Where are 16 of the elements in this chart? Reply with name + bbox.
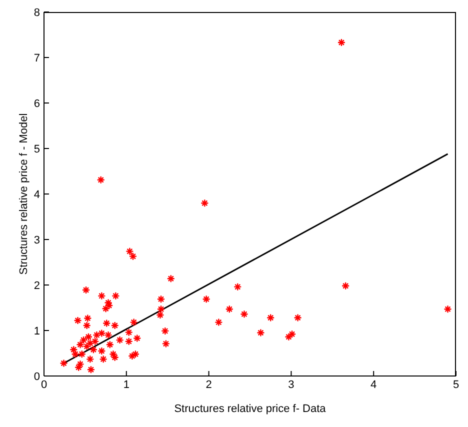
y-tick-label: 2 xyxy=(34,280,40,292)
x-tick-label: 1 xyxy=(123,378,130,391)
y-tick-label: 3 xyxy=(34,234,40,246)
x-tick-label: 2 xyxy=(206,378,212,391)
y-tick-label: 7 xyxy=(34,52,40,64)
y-tick-label: 5 xyxy=(34,143,40,156)
x-axis-title: Structures relative price f- Data xyxy=(174,403,327,415)
y-axis-title: Structures relative price f - Model xyxy=(18,113,30,275)
y-tick-label: 8 xyxy=(34,6,40,19)
x-tick-label: 3 xyxy=(288,378,294,391)
x-tick-label: 4 xyxy=(370,378,377,391)
y-tick-label: 4 xyxy=(34,188,40,201)
y-tick-label: 6 xyxy=(34,98,40,110)
y-tick-label: 1 xyxy=(34,325,40,338)
x-tick-label: 5 xyxy=(452,378,460,391)
y-tick-label: 0 xyxy=(34,370,40,383)
